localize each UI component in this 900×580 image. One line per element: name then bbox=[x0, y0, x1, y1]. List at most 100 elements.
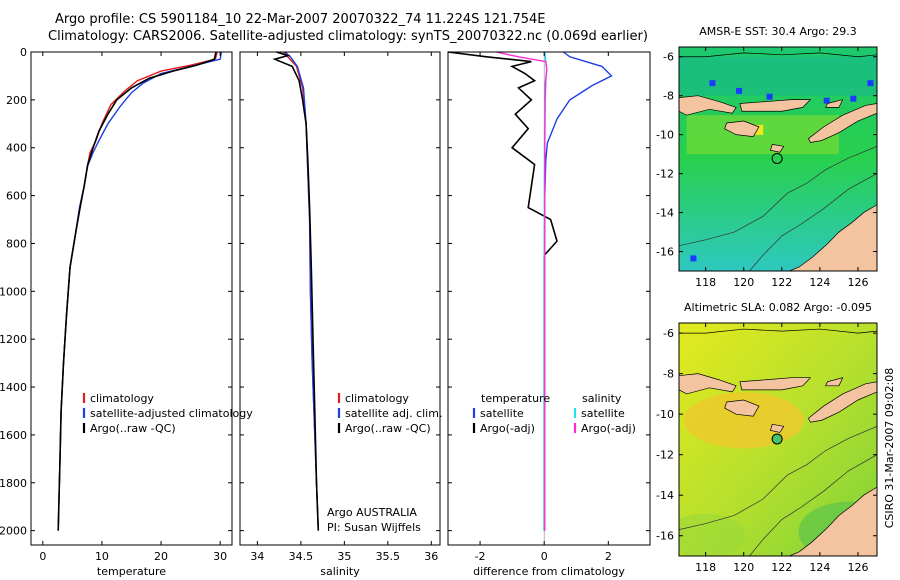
sla-low-patch bbox=[679, 513, 746, 556]
map-y-tick-label: -16 bbox=[656, 246, 674, 259]
sst-cold-pixel bbox=[766, 93, 773, 100]
map-field bbox=[679, 47, 877, 271]
map-x-tick-label: 122 bbox=[771, 276, 792, 289]
y-tick-label: 800 bbox=[6, 237, 27, 250]
sst-cold-pixel bbox=[736, 87, 743, 94]
sst-north-band bbox=[679, 56, 877, 96]
y-tick-label: 400 bbox=[6, 142, 27, 155]
map-x-tick-label: 122 bbox=[771, 561, 792, 574]
map-frame bbox=[678, 322, 878, 557]
x-tick-label: 20 bbox=[154, 550, 168, 563]
map-x-tick-label: 118 bbox=[695, 276, 716, 289]
map-x-tick-label: 124 bbox=[809, 276, 830, 289]
land-sumba bbox=[724, 120, 760, 137]
land-australia bbox=[789, 486, 877, 556]
land-timor bbox=[808, 381, 877, 423]
profile-panel-2: 34 34.5 35 35.5 36 salinity bbox=[239, 51, 441, 578]
legend-temp-argo-text: Argo(..raw -QC) bbox=[90, 422, 176, 435]
map-y-tick-label: -16 bbox=[656, 530, 674, 543]
map-y-tick-label: -12 bbox=[656, 168, 674, 181]
legend-diff-temp-argo-text: Argo(-adj) bbox=[480, 422, 535, 435]
legend-sal-argo-text: Argo(..raw -QC) bbox=[345, 422, 431, 435]
sst-hot-cell bbox=[753, 124, 764, 135]
panel-annotation-agency: Argo AUSTRALIA bbox=[327, 506, 417, 519]
sst-cold-pixel bbox=[867, 80, 874, 87]
profile-panel-1: 0 10 20 30 temperature 0 200 400 600 800 1000 1200 1… bbox=[0, 46, 233, 578]
bathymetry-contour bbox=[679, 47, 877, 58]
land-flores bbox=[739, 99, 812, 112]
y-tick-label: 1600 bbox=[0, 429, 27, 442]
land-sawu bbox=[769, 423, 785, 433]
x-tick-label: 10 bbox=[95, 550, 109, 563]
series-line-blue bbox=[543, 51, 613, 531]
map-y-tick-label: -12 bbox=[656, 449, 674, 462]
sla-high-patch bbox=[683, 392, 804, 449]
map-y-tick-label: -8 bbox=[663, 90, 674, 103]
series-line-magenta bbox=[495, 51, 548, 531]
y-tick-label: 1400 bbox=[0, 381, 27, 394]
sst-cold-pixel bbox=[709, 80, 716, 87]
map-frame bbox=[678, 46, 878, 272]
sst-cold-pixel bbox=[850, 95, 857, 102]
x-tick-label: 30 bbox=[213, 550, 227, 563]
figure-title-line1: Argo profile: CS 5901184_10 22-Mar-2007 … bbox=[55, 12, 546, 27]
legend-sal-satellite-text: satellite adj. clim. bbox=[345, 407, 442, 420]
series-line-blue bbox=[57, 51, 223, 531]
figure-title-line2: Climatology: CARS2006. Satellite-adjuste… bbox=[48, 29, 648, 44]
legend-diff-sal-argo-text: Argo(-adj) bbox=[581, 422, 636, 435]
series-line-red bbox=[57, 51, 218, 531]
bathymetry-contour bbox=[679, 426, 877, 531]
argo-float-marker bbox=[771, 152, 783, 164]
y-tick-label: 200 bbox=[6, 94, 27, 107]
y-tick-label: 600 bbox=[6, 190, 27, 203]
land-sumba bbox=[724, 399, 760, 417]
legend-diff-sal-heading: salinity bbox=[582, 392, 622, 405]
map-x-tick-label: 118 bbox=[695, 561, 716, 574]
land-sawu bbox=[769, 143, 785, 153]
x-tick-label: 35.5 bbox=[376, 550, 401, 563]
y-tick-label: 1200 bbox=[0, 333, 27, 346]
map-y-tick-label: -10 bbox=[656, 129, 674, 142]
map-y-tick-label: -14 bbox=[656, 207, 674, 220]
legend-diff-temp-heading: temperature bbox=[481, 392, 550, 405]
land-australia bbox=[789, 204, 877, 271]
bathymetry-contour bbox=[679, 146, 877, 247]
x-axis-label: salinity bbox=[320, 565, 360, 578]
plot-frame bbox=[239, 51, 441, 546]
legend-sal-climatology-text: climatology bbox=[345, 392, 409, 405]
map-field bbox=[679, 323, 877, 556]
x-tick-label: 34.5 bbox=[289, 550, 314, 563]
map-y-tick-label: -6 bbox=[663, 51, 674, 64]
land-alor bbox=[825, 99, 844, 108]
map-y-tick-label: -14 bbox=[656, 489, 674, 502]
legend-temp-satellite-text: satellite-adjusted climatology bbox=[90, 407, 253, 420]
bathymetry-contour bbox=[679, 323, 877, 334]
bathymetry-contour bbox=[749, 454, 877, 556]
plot-frame bbox=[447, 51, 651, 546]
map-y-tick-label: -10 bbox=[656, 408, 674, 421]
y-tick-label: 0 bbox=[20, 46, 27, 59]
y-tick-label: 1000 bbox=[0, 285, 27, 298]
legend-diff-sal-satellite-text: satellite bbox=[581, 407, 625, 420]
x-tick-label: 0 bbox=[541, 550, 548, 563]
map-panel-sst: 118 120 122 124 126 -6 -8 -10 -12 -14 -16 AMSR-E SS… bbox=[656, 25, 878, 289]
x-tick-label: 35 bbox=[337, 550, 351, 563]
sst-cold-pixel bbox=[690, 255, 697, 262]
series-line-red bbox=[282, 51, 319, 531]
map-x-tick-label: 120 bbox=[733, 561, 754, 574]
land-sumbawa bbox=[679, 373, 737, 395]
bathymetry-contour bbox=[749, 173, 877, 271]
series-line-black bbox=[447, 51, 558, 531]
series-line-black bbox=[57, 51, 217, 531]
land-timor bbox=[808, 103, 877, 143]
x-tick-label: 34 bbox=[250, 550, 264, 563]
panel-annotation-pi: PI: Susan Wijffels bbox=[327, 521, 421, 534]
profile-panel-3: -2 0 2 difference from climatology bbox=[447, 51, 651, 578]
legend-diff-temp-satellite-text: satellite bbox=[480, 407, 524, 420]
x-tick-label: -2 bbox=[475, 550, 486, 563]
map-title: Altimetric SLA: 0.082 Argo: -0.095 bbox=[684, 301, 872, 314]
land-flores bbox=[739, 377, 812, 391]
map-x-tick-label: 126 bbox=[847, 276, 868, 289]
argo-float-marker bbox=[771, 433, 783, 445]
